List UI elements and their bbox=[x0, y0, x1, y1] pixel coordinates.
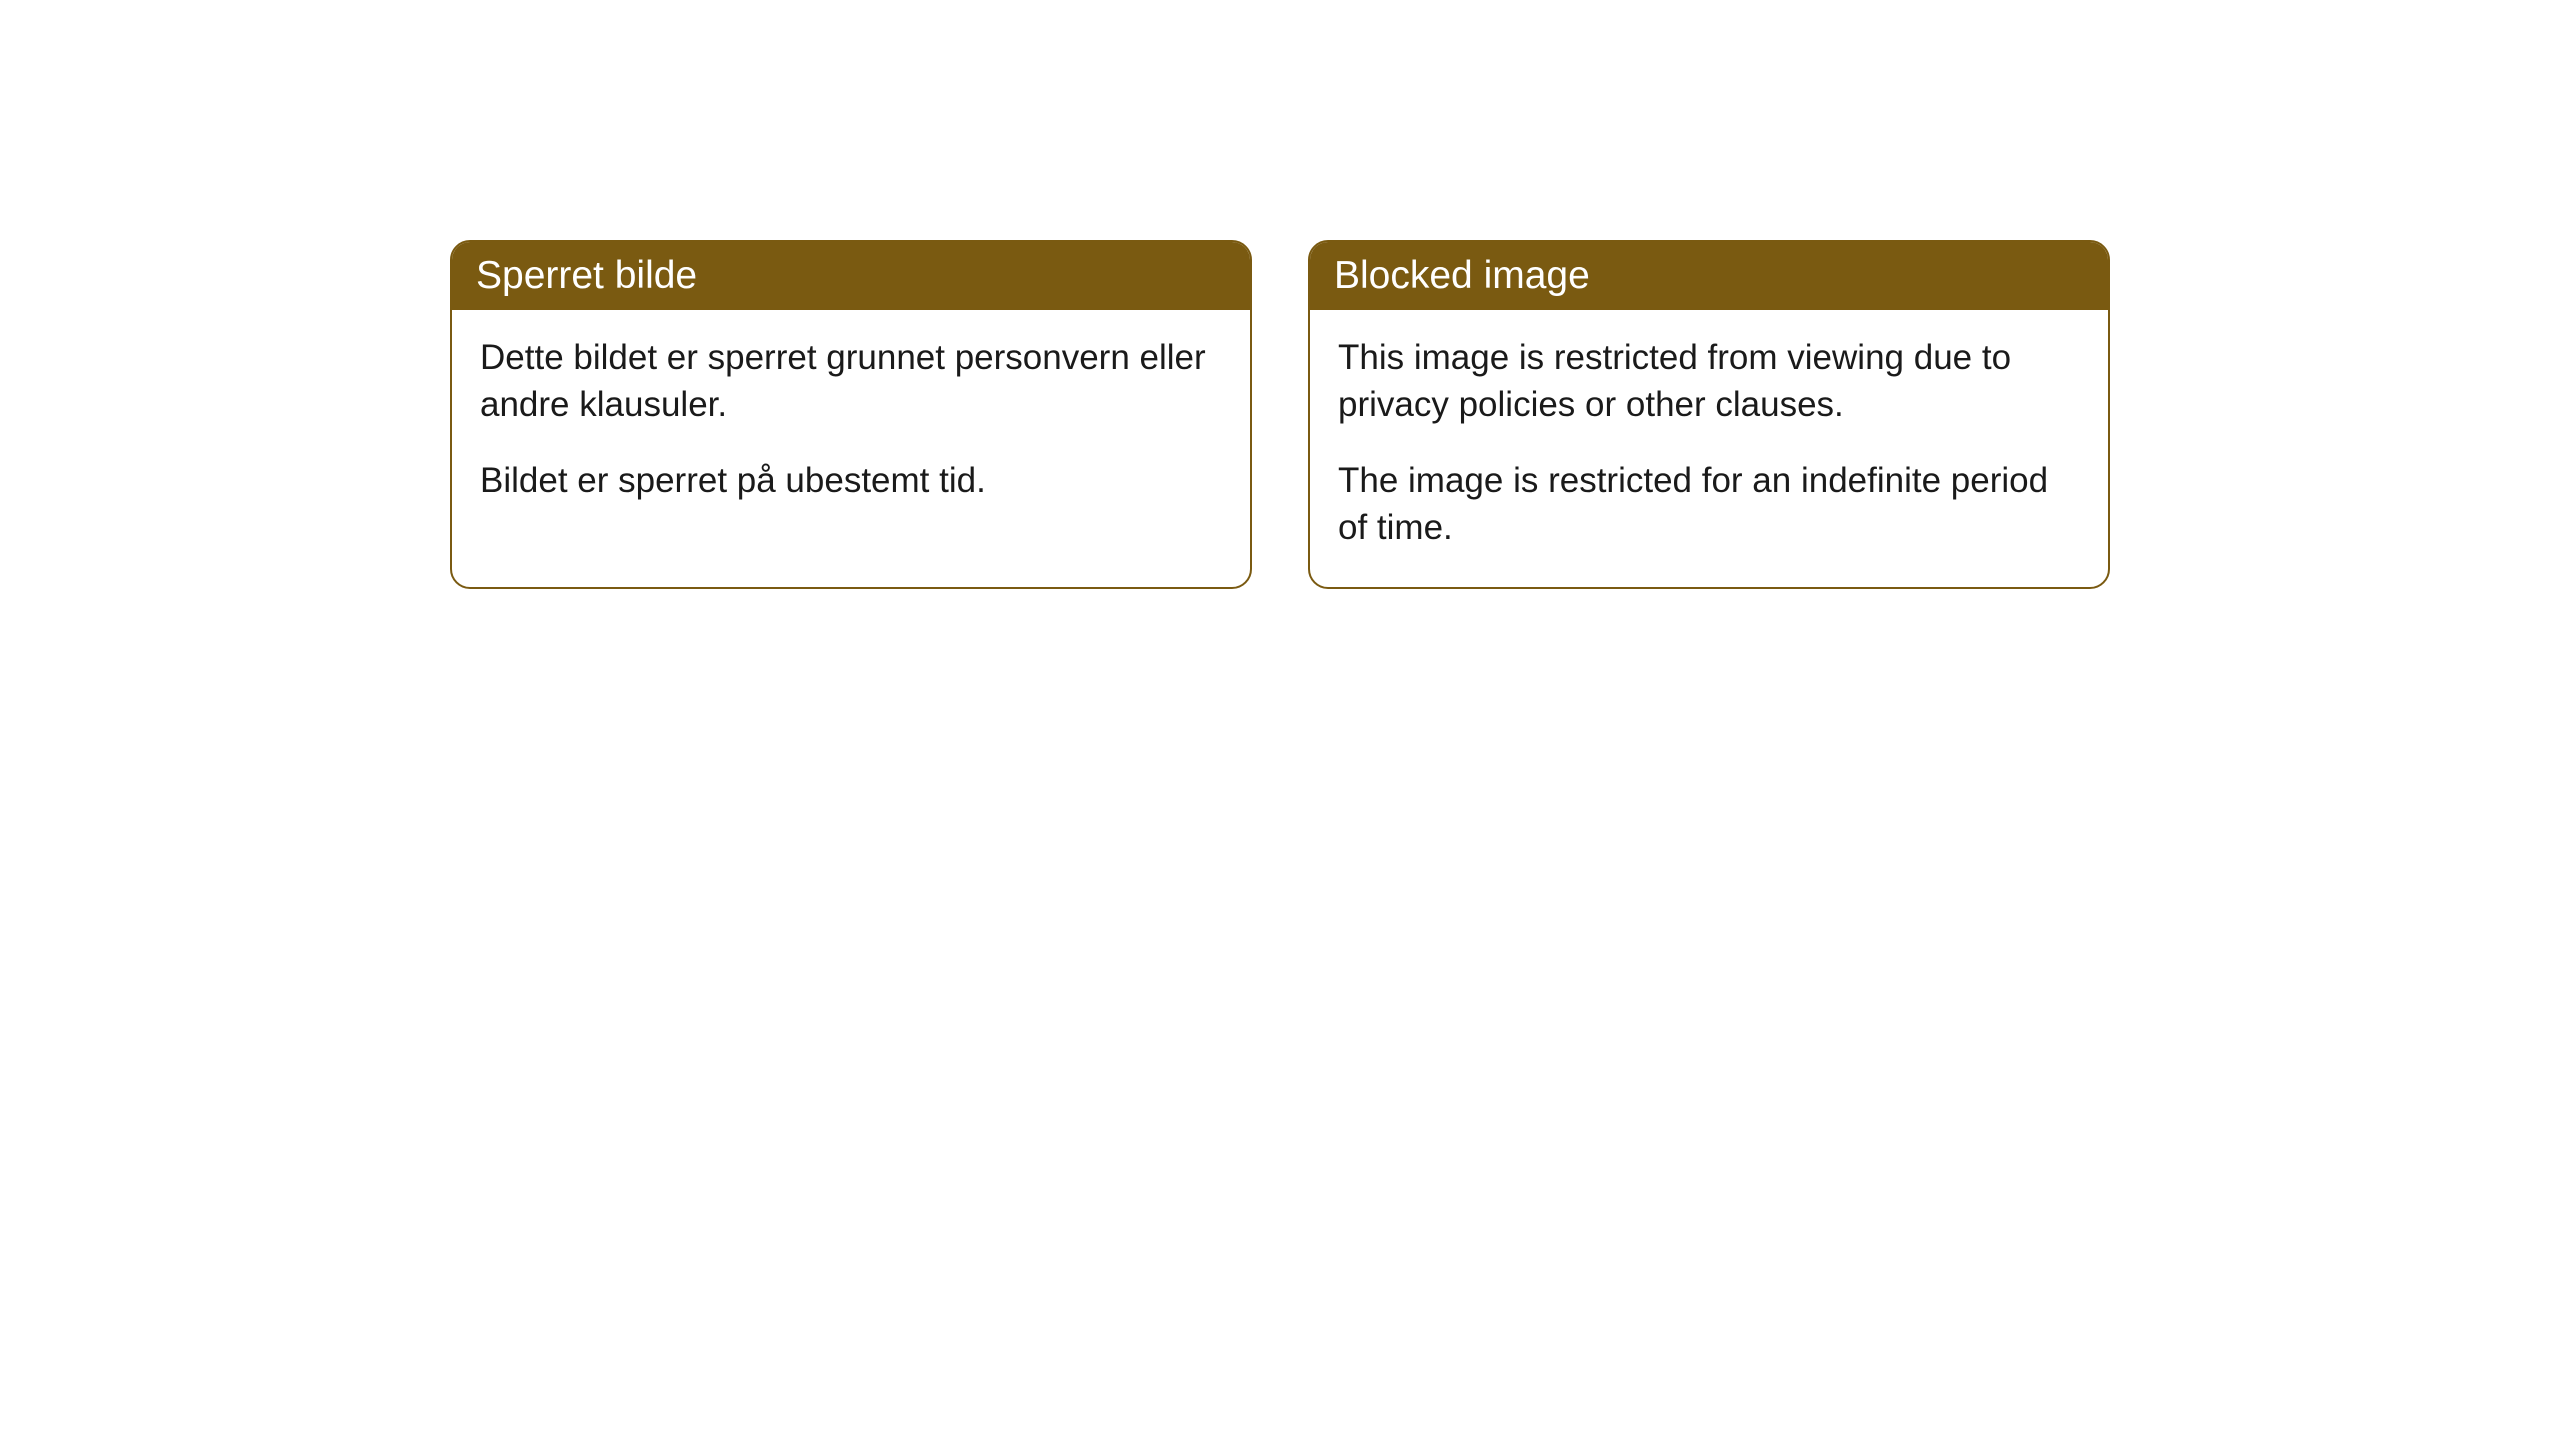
card-header: Sperret bilde bbox=[452, 242, 1250, 310]
card-title: Blocked image bbox=[1334, 254, 1590, 297]
card-paragraph-2: Bildet er sperret på ubestemt tid. bbox=[480, 457, 1222, 504]
card-title: Sperret bilde bbox=[476, 254, 697, 297]
card-paragraph-2: The image is restricted for an indefinit… bbox=[1338, 457, 2080, 552]
notice-card-english: Blocked image This image is restricted f… bbox=[1308, 240, 2110, 589]
card-body: Dette bildet er sperret grunnet personve… bbox=[452, 310, 1250, 540]
notice-card-norwegian: Sperret bilde Dette bildet er sperret gr… bbox=[450, 240, 1252, 589]
card-paragraph-1: Dette bildet er sperret grunnet personve… bbox=[480, 334, 1222, 429]
card-header: Blocked image bbox=[1310, 242, 2108, 310]
card-body: This image is restricted from viewing du… bbox=[1310, 310, 2108, 587]
card-paragraph-1: This image is restricted from viewing du… bbox=[1338, 334, 2080, 429]
notice-cards-container: Sperret bilde Dette bildet er sperret gr… bbox=[450, 240, 2110, 589]
